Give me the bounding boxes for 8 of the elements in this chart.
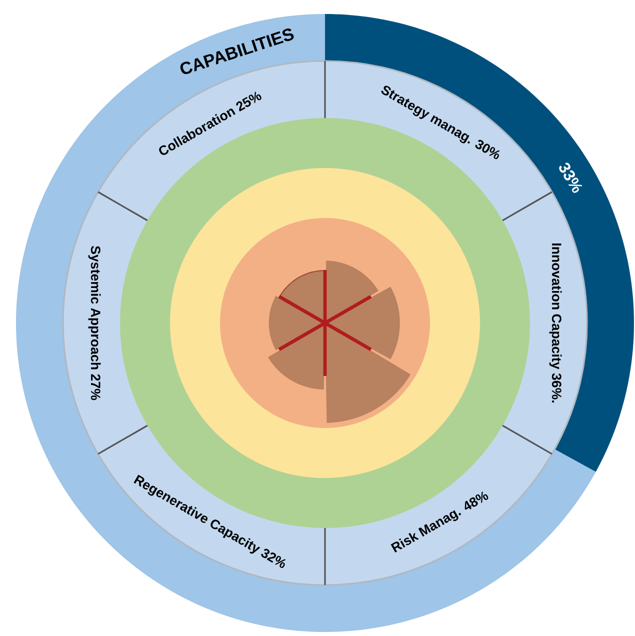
data-label: 48% (464, 491, 488, 510)
data-label: 30% (475, 140, 500, 160)
data-label: 27% (90, 374, 100, 400)
data-label: 25% (236, 92, 262, 112)
category-label: Systemic Approach (88, 246, 101, 370)
category-label: Innovation Capacity (549, 244, 562, 370)
data-label: 36%. (552, 373, 562, 402)
data-label: 32% (261, 548, 286, 568)
